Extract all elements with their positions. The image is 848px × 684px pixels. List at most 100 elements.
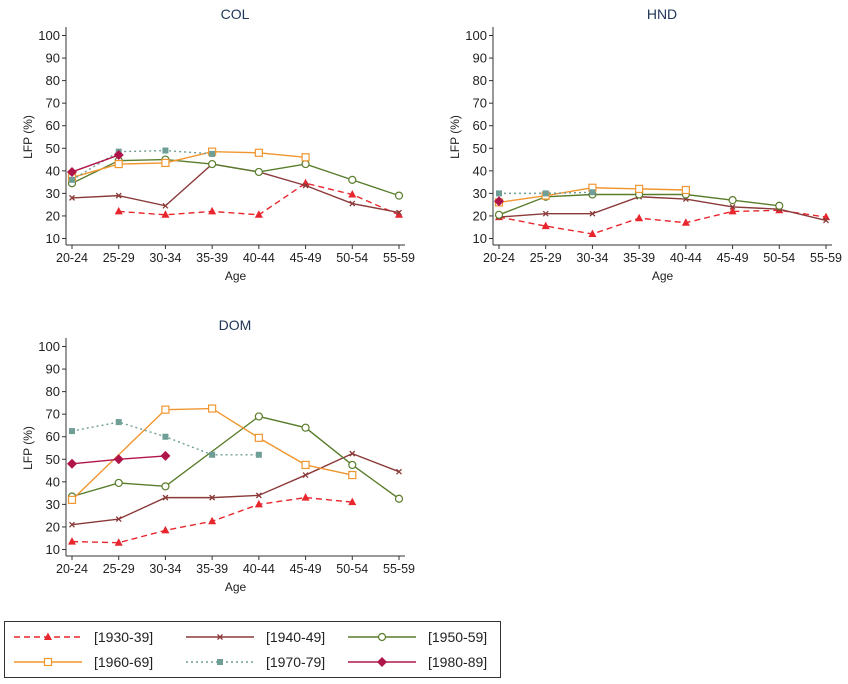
col-series-2-point [254, 167, 263, 177]
col-x-tick-label: 55-59 [383, 251, 415, 265]
col-series-1-point [396, 209, 402, 216]
legend-swatch-marker-3 [43, 657, 53, 667]
dom-series-0-point [348, 497, 357, 506]
dom-series-0-point [301, 493, 310, 501]
legend-frame [4, 621, 501, 678]
legend-label-4: [1970-79] [266, 654, 325, 670]
legend-swatch-marker-2 [377, 632, 387, 642]
col-y-tick-label: 50 [46, 141, 60, 156]
dom-series-1-point [69, 521, 75, 528]
col-series-1-point [69, 194, 75, 201]
dom-x-tick-label: 20-24 [56, 562, 88, 576]
dom-y-tick-label: 70 [46, 407, 60, 422]
col-title: COL [221, 6, 250, 22]
col-x-tick-label: 20-24 [56, 251, 88, 265]
dom-y-tick-label: 100 [38, 339, 60, 354]
col-series-2-line [71, 158, 400, 197]
dom-series-4-point [69, 428, 75, 435]
dom-x-tick-label: 35-39 [196, 562, 228, 576]
dom-y-tick-label: 20 [46, 519, 60, 534]
legend-swatch-marker-4 [217, 659, 223, 665]
col-x-tick-label: 30-34 [149, 251, 181, 265]
col-series-3-line [71, 150, 306, 179]
dom-x-axis-label: Age [225, 580, 247, 594]
col-series-5-point [113, 150, 124, 161]
dom-series-4-point [209, 451, 216, 458]
hnd-series-0-line [498, 209, 827, 235]
col-series-0-point [161, 210, 170, 218]
hnd-x-tick-label: 40-44 [670, 251, 702, 265]
dom-y-tick-label: 80 [46, 384, 60, 399]
col-series-3-point [254, 148, 263, 157]
dom-series-1-point [115, 516, 122, 523]
hnd-x-tick-label: 25-29 [530, 251, 562, 265]
dom-y-tick-label: 30 [46, 497, 60, 512]
legend-label-3: [1960-69] [94, 654, 153, 670]
col-series-0-point [254, 210, 263, 218]
hnd-series-0-point [728, 206, 737, 215]
dom-series-3-point [301, 460, 310, 470]
dom-series-1-point [162, 494, 169, 501]
legend-swatch-marker-1 [217, 634, 223, 640]
hnd-x-tick-label: 35-39 [623, 251, 655, 265]
col-series-2-point [301, 159, 310, 169]
dom-series-4-point [162, 433, 169, 440]
hnd-x-tick-label: 50-54 [763, 251, 795, 265]
hnd-x-tick-label: 45-49 [717, 251, 749, 265]
col-y-axis-label: LFP (%) [21, 115, 35, 159]
dom-series-4-point [115, 419, 122, 426]
hnd-y-tick-label: 10 [473, 231, 487, 246]
dom-series-0-point [68, 537, 76, 545]
dom-x-tick-label: 50-54 [336, 562, 368, 576]
col-series-1-point [115, 192, 122, 199]
col-y-tick-label: 80 [46, 73, 60, 88]
dom-series-5-point [67, 458, 77, 469]
col-x-tick-label: 50-54 [336, 251, 368, 265]
col-series-0-point [114, 206, 123, 215]
hnd-series-0-point [588, 229, 597, 237]
hnd-series-0-point [635, 213, 644, 222]
hnd-y-tick-label: 80 [473, 73, 487, 88]
dom-x-tick-label: 55-59 [383, 562, 415, 576]
dom-series-0-point [208, 516, 217, 525]
dom-series-3-point [67, 495, 77, 504]
dom-title: DOM [219, 317, 252, 333]
hnd-x-tick-label: 30-34 [576, 251, 608, 265]
col-x-tick-label: 40-44 [243, 251, 275, 265]
col-series-4-point [209, 150, 216, 157]
dom-series-2-point [301, 423, 310, 432]
col-series-0-point [395, 210, 403, 218]
hnd-series-4-point [589, 189, 596, 196]
legend-swatch-marker-0 [44, 632, 52, 640]
col-series-0-line [118, 182, 400, 216]
legend-item-3: [1960-69] [14, 654, 153, 670]
col-series-3-point [161, 158, 170, 168]
hnd-y-tick-label: 70 [473, 96, 487, 111]
hnd-series-4-point [542, 190, 549, 197]
col-series-1-point [349, 200, 356, 207]
dom-series-1-point [255, 492, 262, 499]
hnd-series-3-point [635, 184, 644, 193]
col-y-tick-label: 10 [46, 231, 60, 246]
hnd-y-tick-label: 50 [473, 141, 487, 156]
dom-series-2-point [161, 482, 170, 491]
dom-series-2-point [348, 460, 357, 470]
hnd-series-1-point [729, 203, 736, 210]
hnd-y-axis-label: LFP (%) [448, 115, 462, 159]
legend-item-0: [1930-39] [14, 629, 153, 645]
dom-series-3-point [161, 405, 170, 414]
hnd-series-0-point [681, 218, 690, 226]
col-series-4-line [71, 149, 213, 181]
col-series-0-point [208, 206, 217, 215]
legend-item-5: [1980-89] [348, 654, 487, 670]
dom-x-tick-label: 25-29 [103, 562, 135, 576]
col-x-axis-label: Age [225, 269, 247, 283]
hnd-title: HND [647, 6, 677, 22]
legend-item-1: [1940-49] [186, 629, 325, 645]
dom-y-tick-label: 40 [46, 474, 60, 489]
col-series-2-point [348, 175, 357, 184]
hnd-series-1-line [498, 196, 827, 222]
hnd-y-tick-label: 30 [473, 186, 487, 201]
dom-series-0-point [254, 499, 263, 508]
dom-x-tick-label: 45-49 [290, 562, 322, 576]
